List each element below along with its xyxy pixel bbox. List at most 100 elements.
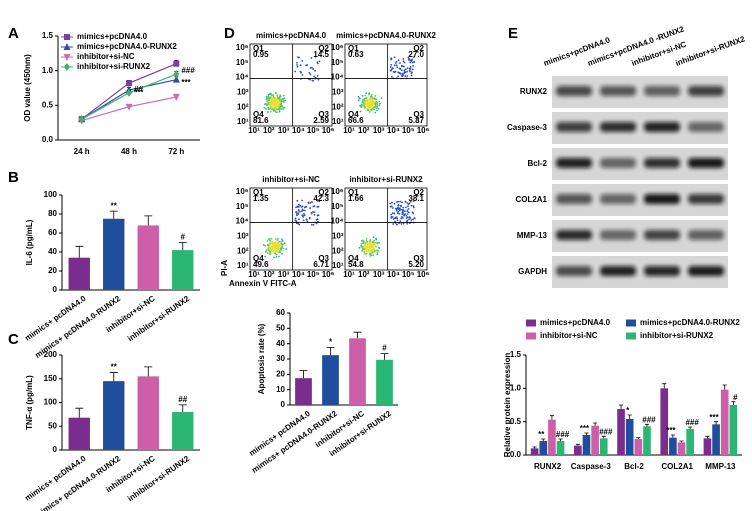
- error-bar: [541, 438, 546, 441]
- blot-band: [688, 230, 724, 240]
- x-tick-label: 10³: [373, 270, 385, 279]
- event-dot: [275, 92, 277, 95]
- event-dot: [369, 101, 371, 103]
- x-tick-label: 10⁵: [402, 126, 415, 135]
- event-dot: [369, 248, 372, 251]
- blot-band: [556, 158, 592, 168]
- quadrant-value: 0.95: [253, 50, 269, 59]
- event-dot: [270, 97, 273, 100]
- event-dot: [285, 248, 288, 250]
- event-dot: [278, 250, 281, 252]
- marker: [78, 115, 85, 124]
- y-tick-label: 10⁵: [331, 58, 344, 67]
- blot-band: [556, 194, 592, 204]
- event-dot: [406, 222, 409, 225]
- event-dot: [394, 62, 397, 64]
- y-tick-label: 0.0: [42, 135, 54, 144]
- y-tick-label: 100: [44, 190, 58, 199]
- event-dot: [404, 213, 407, 215]
- event-dot: [263, 103, 266, 105]
- x-tick-label: 10⁵: [402, 270, 415, 279]
- bar: [556, 441, 565, 455]
- event-dot: [407, 205, 409, 208]
- event-dot: [273, 99, 276, 102]
- event-dot: [283, 106, 286, 109]
- event-dot: [396, 212, 399, 215]
- event-dot: [277, 237, 279, 240]
- event-dot: [401, 75, 404, 78]
- event-dot: [406, 202, 409, 204]
- y-tick-label: 10¹: [332, 117, 344, 126]
- event-dot: [406, 213, 409, 215]
- bar: [103, 381, 125, 450]
- quadrant-value: 42.3: [313, 194, 329, 203]
- event-dot: [376, 253, 379, 256]
- event-dot: [373, 241, 375, 244]
- event-dot: [311, 79, 314, 82]
- event-dot: [276, 111, 278, 114]
- event-dot: [275, 247, 278, 249]
- event-dot: [274, 102, 277, 104]
- annotation: ***: [181, 78, 191, 87]
- event-dot: [376, 109, 378, 112]
- event-dot: [269, 240, 272, 242]
- row-label: MMP-13: [517, 231, 548, 240]
- event-dot: [396, 66, 399, 69]
- x-tick-label: 10²: [263, 126, 275, 135]
- event-dot: [275, 253, 278, 256]
- event-dot: [411, 61, 414, 64]
- event-dot: [312, 211, 315, 213]
- bar: [68, 417, 90, 450]
- legend-swatch: [626, 332, 636, 340]
- row-label: Bcl-2: [527, 159, 547, 168]
- quadrant-value: 1.66: [348, 194, 364, 203]
- row-label: COL2A1: [515, 195, 547, 204]
- event-dot: [265, 108, 267, 110]
- y-tick-label: 10⁶: [236, 43, 249, 52]
- event-dot: [393, 202, 396, 205]
- event-dot: [276, 96, 279, 98]
- x-tick-label: 48 h: [121, 147, 137, 156]
- event-dot: [399, 200, 402, 203]
- panel-label: D: [224, 25, 235, 42]
- blot-band: [644, 122, 680, 132]
- y-tick-label: 10¹: [237, 117, 249, 126]
- event-dot: [397, 200, 400, 203]
- error-bar: [178, 242, 187, 251]
- event-dot: [308, 72, 311, 74]
- event-dot: [368, 93, 370, 96]
- y-tick-label: 0: [53, 285, 58, 294]
- bar: [530, 448, 539, 455]
- event-dot: [411, 68, 414, 71]
- y-tick-label: 0.5: [510, 417, 522, 426]
- event-dot: [361, 104, 364, 107]
- event-dot: [297, 212, 300, 215]
- x-tick-label: 10⁶: [322, 270, 335, 279]
- event-dot: [403, 214, 405, 217]
- event-dot: [397, 210, 400, 213]
- x-tick-label: 24 h: [74, 147, 90, 156]
- event-dot: [296, 65, 299, 68]
- event-dot: [282, 243, 284, 246]
- event-dot: [397, 59, 400, 62]
- event-dot: [394, 217, 397, 219]
- event-dot: [276, 244, 279, 247]
- event-dot: [295, 210, 298, 213]
- event-dot: [389, 66, 392, 68]
- x-tick-label: 10⁵: [307, 126, 320, 135]
- event-dot: [368, 98, 371, 101]
- event-dot: [295, 214, 298, 217]
- blot-band: [600, 266, 636, 276]
- event-dot: [313, 213, 316, 216]
- blot-band: [644, 266, 680, 276]
- event-dot: [373, 239, 375, 242]
- blot-band: [600, 230, 636, 240]
- event-dot: [271, 243, 273, 245]
- event-dot: [264, 251, 267, 253]
- event-dot: [411, 211, 414, 214]
- event-dot: [306, 64, 309, 66]
- blot-band: [688, 86, 724, 96]
- event-dot: [360, 242, 363, 245]
- bar: [68, 257, 90, 290]
- event-dot: [273, 97, 276, 100]
